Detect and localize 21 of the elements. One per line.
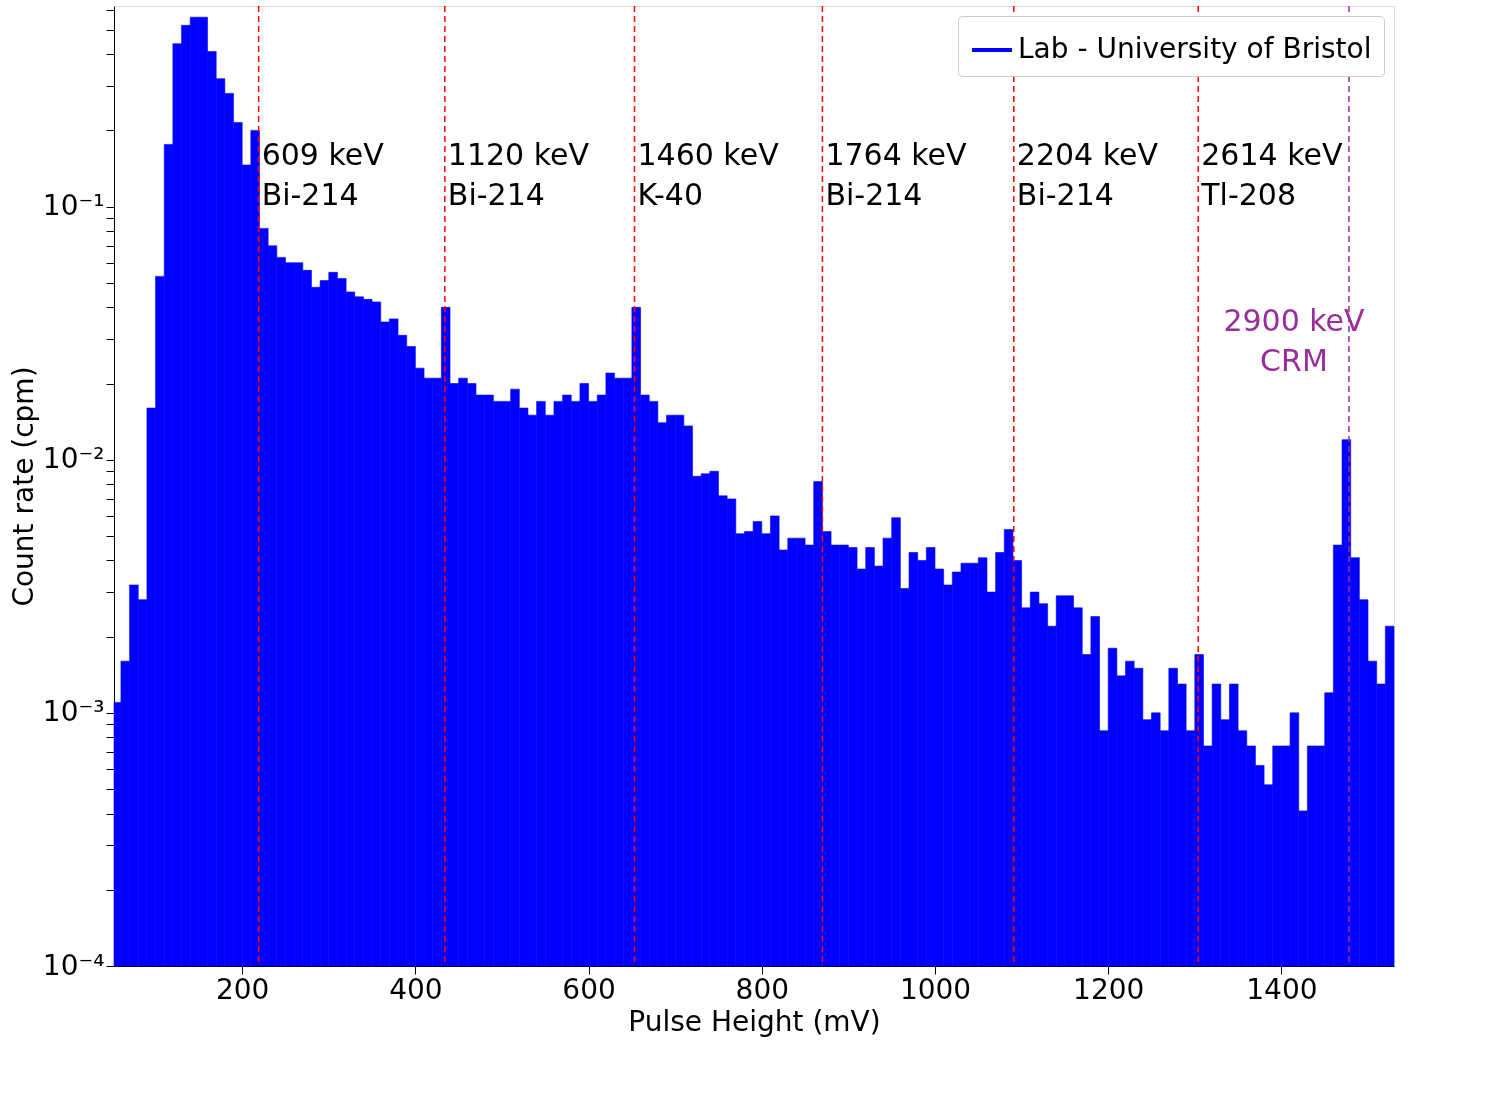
x-tick-label: 200 bbox=[215, 972, 270, 1006]
x-axis-title: Pulse Height (mV) bbox=[628, 1004, 881, 1038]
x-tick-label: 1200 bbox=[1073, 972, 1145, 1006]
legend-label: Lab - University of Bristol bbox=[1018, 32, 1372, 65]
x-tick-label: 600 bbox=[562, 972, 616, 1006]
y-axis-title: Count rate (cpm) bbox=[6, 366, 40, 607]
y-tick-label: 10⁻⁴ bbox=[42, 948, 105, 982]
ref-line-label: 2614 keV Tl-208 bbox=[1200, 137, 1343, 212]
ref-line-label: 2204 keV Bi-214 bbox=[1016, 137, 1159, 212]
ref-line-label: 1460 keV K-40 bbox=[637, 137, 780, 212]
x-tick-label: 400 bbox=[389, 972, 443, 1006]
ref-line-label: 609 keV Bi-214 bbox=[261, 137, 385, 212]
x-tick-label: 800 bbox=[735, 972, 790, 1006]
x-tick-label: 1400 bbox=[1246, 972, 1318, 1006]
y-tick-label: 10⁻² bbox=[42, 442, 105, 476]
y-tick-label: 10⁻¹ bbox=[42, 189, 105, 223]
y-tick-label: 10⁻³ bbox=[42, 695, 105, 729]
ref-line-label: 1764 keV Bi-214 bbox=[825, 137, 968, 212]
x-tick-label: 1000 bbox=[899, 972, 972, 1006]
annotation: 2900 keV CRM bbox=[1223, 303, 1366, 378]
ref-line-label: 1120 keV Bi-214 bbox=[447, 137, 590, 212]
